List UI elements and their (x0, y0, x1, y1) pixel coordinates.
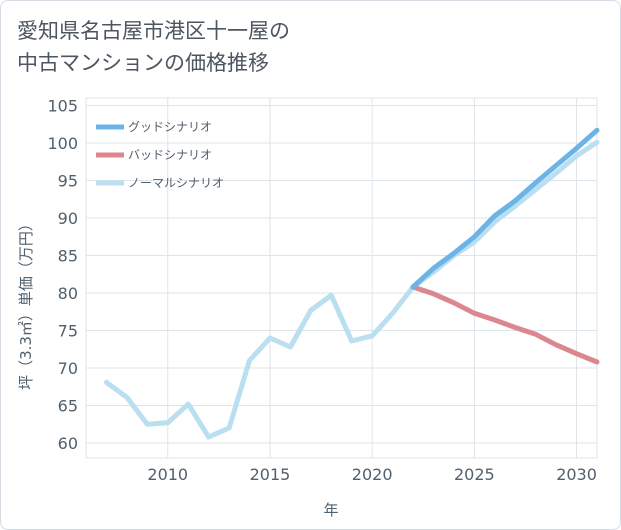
y-tick-label: 105 (47, 97, 78, 116)
x-tick-labels: 2010 2015 2020 2025 2030 (147, 465, 597, 484)
y-tick-label: 85 (58, 247, 78, 266)
y-tick-label: 75 (58, 322, 78, 341)
legend-label: ノーマルシナリオ (128, 176, 224, 190)
x-tick-label: 2015 (250, 465, 291, 484)
series-line-2 (103, 139, 600, 440)
y-tick-label: 80 (58, 284, 78, 303)
grid (85, 97, 598, 459)
y-tick-label: 65 (58, 397, 78, 416)
x-tick-label: 2030 (556, 465, 597, 484)
y-tick-label: 95 (58, 172, 78, 191)
chart-title-line1: 愛知県名古屋市港区十一屋の (17, 19, 290, 43)
y-tick-label: 90 (58, 209, 78, 228)
x-tick-label: 2025 (454, 465, 495, 484)
chart-title-line2: 中古マンションの価格推移 (17, 51, 269, 75)
series-line-0 (410, 127, 600, 290)
y-tick-label: 60 (58, 434, 78, 453)
y-tick-label: 70 (58, 359, 78, 378)
x-tick-label: 2020 (352, 465, 393, 484)
plot-frame (85, 97, 598, 459)
series-lines (103, 127, 600, 440)
y-tick-labels: 60 65 70 75 80 85 90 95 100 105 (47, 97, 78, 454)
series-line-1 (410, 284, 600, 365)
y-axis-label: 坪（3.3㎡）単価（万円） (17, 216, 35, 390)
x-tick-label: 2010 (147, 465, 188, 484)
x-axis-label: 年 (323, 501, 338, 519)
y-tick-label: 100 (47, 134, 78, 153)
legend-label: バッドシナリオ (128, 148, 212, 162)
legend-label: グッドシナリオ (128, 120, 212, 134)
